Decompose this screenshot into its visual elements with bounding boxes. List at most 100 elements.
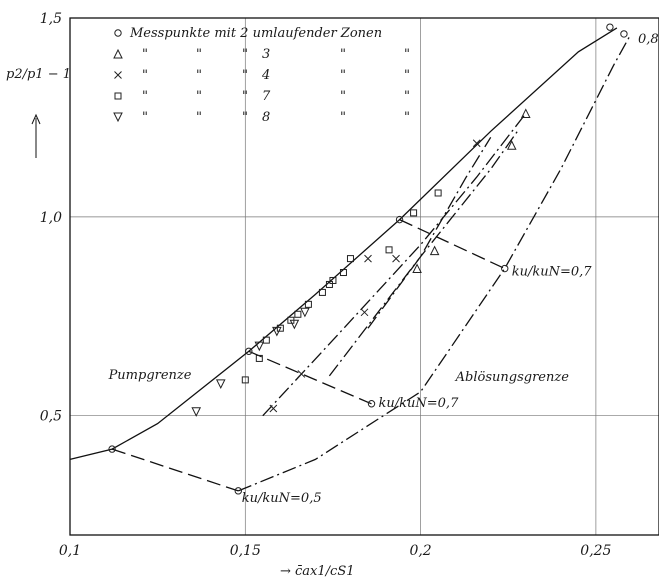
legend-entry-3-2: " [242, 47, 248, 62]
point-square-7 [318, 288, 326, 296]
point-cross-1 [297, 370, 306, 378]
curve-speed-0.8 [399, 219, 505, 270]
curve-pumpgrenze [69, 27, 618, 461]
y-tick-label-1: 1,0 [40, 210, 62, 226]
point-cross-0 [269, 404, 278, 413]
legend-entry-7-5: " [404, 89, 410, 104]
plot-frame [69, 17, 659, 536]
y-axis-label: p2/p1 − 1 [6, 67, 71, 82]
point-square-10 [339, 269, 347, 277]
legend-header-line: Messpunkte mit 2 umlaufender Zonen [129, 26, 382, 41]
point-triangle-up-0 [412, 263, 422, 274]
legend-entry-4-2: " [242, 68, 248, 83]
y-tick-label-2: 1,5 [40, 11, 62, 27]
legend-entry-8-5: " [404, 110, 410, 125]
point-triangle-up-2 [506, 140, 517, 150]
point-circle-4 [395, 215, 404, 224]
point-square-0 [241, 376, 249, 384]
legend-entry-4-4: " [340, 68, 346, 83]
legend-marker-cross [114, 71, 122, 79]
legend-entry-8-1: " [196, 110, 202, 125]
point-square-9 [329, 276, 337, 284]
legend-entry-3-0: " [142, 47, 148, 62]
legend-entry-4-1: " [196, 68, 202, 83]
annotations-layer: 0,8 ku/kuN=0,7 Ablösungsgrenze Pumpgrenze ku… [108, 32, 659, 506]
legend-entry-8-0: " [142, 110, 148, 125]
annotation-1: ku/kuN=0,7 [512, 265, 593, 280]
x-tick-label-2: 0,2 [409, 543, 431, 559]
point-circle-1 [234, 487, 242, 495]
point-triangle-down-5 [300, 307, 310, 318]
legend-entry-3-1: " [196, 47, 202, 62]
annotation-2: Ablösungsgrenze [455, 370, 570, 385]
legend-entry-3-4: " [340, 47, 346, 62]
point-triangle-down-3 [272, 326, 282, 337]
legend-entry-8-3: 8 [262, 110, 270, 125]
point-cross-5 [472, 139, 481, 148]
point-cross-3 [392, 254, 400, 263]
curve-ablosungsgrenze [238, 33, 632, 492]
tick-labels-layer: 0,1 0,15 0,2 0,25 0,5 1,0 1,5 [40, 11, 612, 559]
y-tick-label-0: 0,5 [40, 409, 62, 425]
point-cross-4 [364, 254, 372, 263]
point-triangle-down-0 [191, 407, 202, 417]
point-triangle-down-4 [289, 319, 300, 330]
x-tick-label-1: 0,15 [230, 543, 261, 559]
curves-layer [69, 27, 632, 492]
curve-speed-0.7 [248, 350, 372, 405]
legend-marker-triangle-up [113, 48, 123, 59]
curve-throttle-3 [367, 136, 492, 329]
x-tick-label-0: 0,1 [59, 543, 81, 559]
point-circle-7 [620, 30, 628, 38]
point-square-3 [276, 324, 284, 332]
curve-throttle-2 [328, 129, 520, 377]
point-square-6 [304, 300, 312, 308]
point-circle-6 [606, 23, 614, 31]
legend-entry-8-4: " [340, 110, 346, 125]
point-circle-5 [501, 264, 509, 273]
point-square-13 [410, 209, 418, 217]
point-square-11 [346, 255, 354, 263]
annotation-4: ku/kuN=0,7 [379, 396, 460, 411]
annotation-5: ku/kuN=0,5 [242, 491, 322, 506]
legend-entry-4-3: 4 [261, 68, 270, 83]
point-triangle-up-3 [520, 108, 531, 118]
curve-throttle-1 [262, 113, 527, 417]
legend-entry-8-2: " [242, 110, 248, 125]
legend-entry-3-5: " [404, 47, 410, 62]
point-circle-3 [367, 400, 376, 408]
annotation-0: 0,8 [638, 32, 659, 47]
legend-entry-4-5: " [404, 68, 410, 83]
x-axis-label: → c̄ax1/cS1 [280, 564, 355, 579]
point-triangle-down-2 [254, 341, 265, 352]
y-axis-arrowhead [31, 113, 41, 125]
point-cross-2 [360, 308, 369, 317]
legend-entry-7-2: " [242, 89, 248, 104]
legend-marker-circle [114, 29, 122, 37]
point-square-12 [385, 246, 393, 254]
curve-speed-0.5 [111, 448, 239, 492]
legend: Messpunkte mit 2 umlaufender Zonen " " " 3 " "… [113, 26, 410, 125]
point-square-8 [325, 280, 333, 288]
legend-entry-7-0: " [142, 89, 148, 104]
point-square-2 [262, 336, 270, 344]
point-square-14 [434, 189, 442, 197]
legend-entry-7-4: " [340, 89, 346, 104]
points-layer [108, 23, 628, 495]
point-circle-0 [108, 445, 116, 453]
legend-entry-7-3: 7 [262, 89, 271, 104]
legend-entry-7-1: " [196, 89, 202, 104]
x-tick-label-3: 0,25 [580, 543, 611, 559]
point-square-1 [255, 354, 263, 362]
legend-marker-square [114, 92, 122, 100]
point-circle-2 [245, 347, 253, 355]
legend-entry-3-3: 3 [262, 47, 270, 62]
legend-marker-triangle-down [113, 112, 123, 123]
annotation-3: Pumpgrenze [108, 368, 192, 383]
point-square-5 [294, 310, 302, 318]
y-axis-label-group: p2/p1 − 1 [6, 67, 71, 158]
legend-entry-4-0: " [142, 68, 148, 83]
point-triangle-up-1 [429, 245, 440, 256]
point-triangle-down-1 [215, 379, 226, 389]
